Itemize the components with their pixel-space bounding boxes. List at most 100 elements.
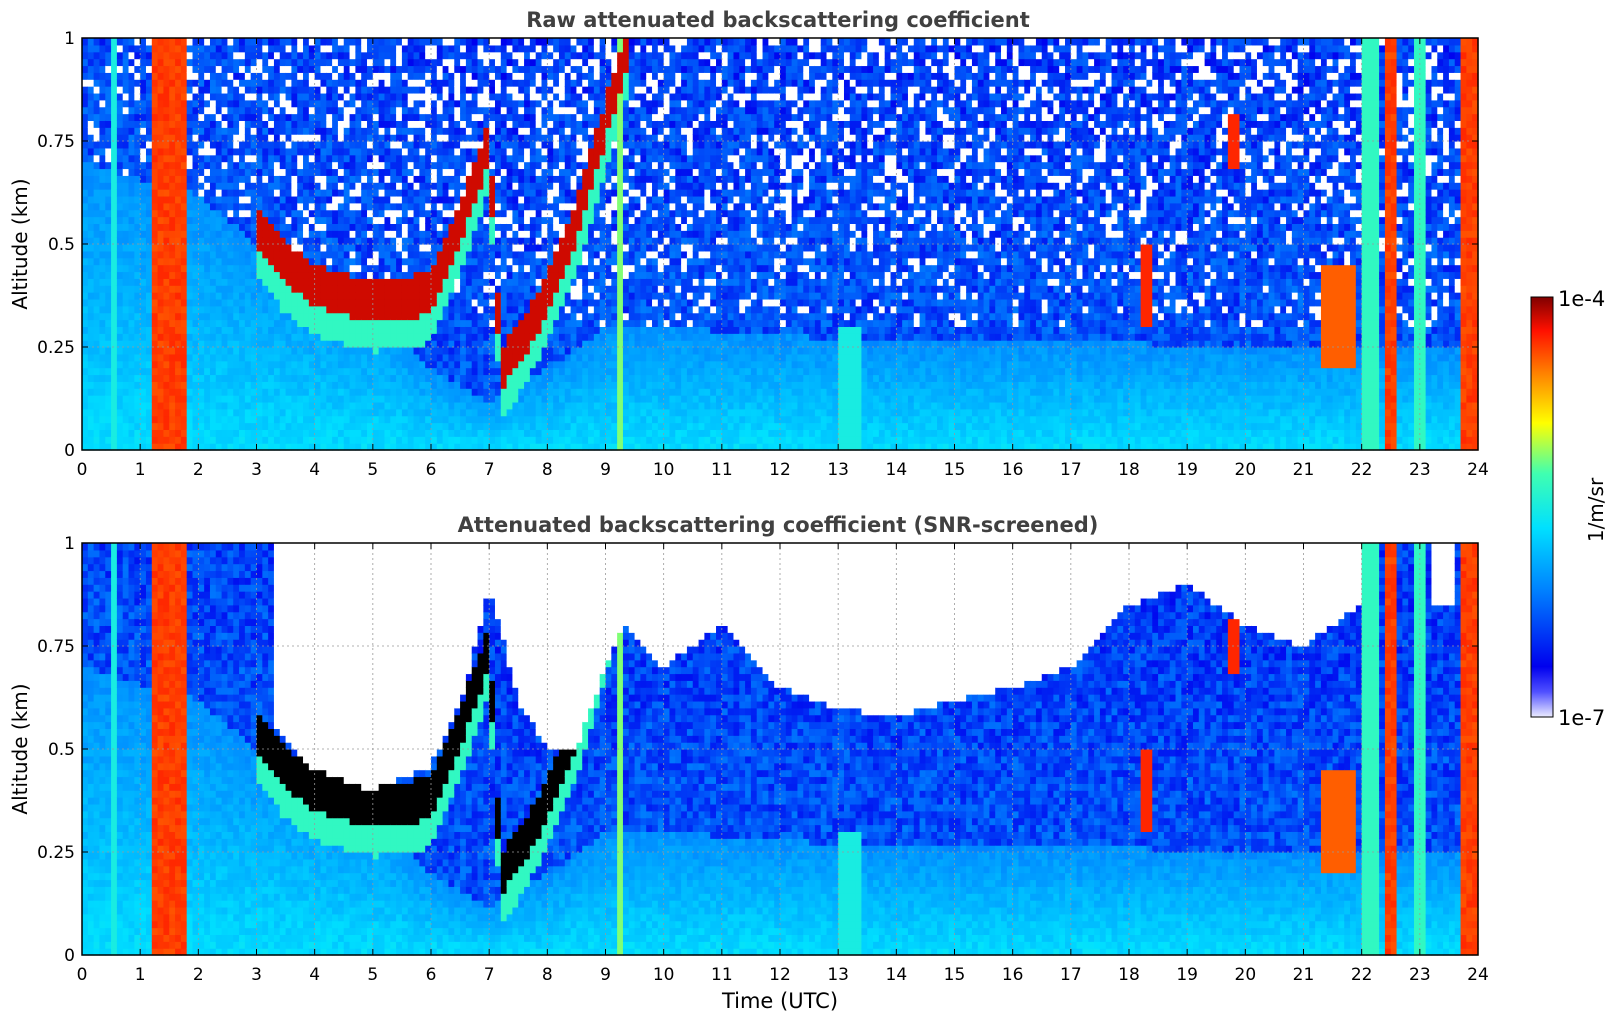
heatmap-cell xyxy=(297,244,303,251)
heatmap-cell xyxy=(419,244,425,251)
heatmap-cell xyxy=(408,38,414,45)
heatmap-cell xyxy=(437,148,443,155)
heatmap-cell xyxy=(495,402,501,409)
heatmap-cell xyxy=(129,79,135,86)
heatmap-cell xyxy=(291,141,297,148)
heatmap-cell xyxy=(239,354,245,361)
heatmap-cell xyxy=(373,72,379,79)
heatmap-cell xyxy=(350,86,356,93)
heatmap-cell xyxy=(274,148,280,155)
heatmap-cell xyxy=(338,416,344,423)
heatmap-cell xyxy=(478,38,484,45)
heatmap-cell xyxy=(227,203,233,210)
heatmap-cell xyxy=(257,120,263,127)
heatmap-cell xyxy=(227,182,233,189)
heatmap-cell xyxy=(355,271,361,278)
heatmap-cell xyxy=(129,340,135,347)
heatmap-cell xyxy=(99,162,105,169)
heatmap-cell xyxy=(198,361,204,368)
heatmap-cell xyxy=(227,299,233,306)
heatmap-cell xyxy=(414,381,420,388)
heatmap-cell xyxy=(443,141,449,148)
heatmap-cell xyxy=(518,381,524,388)
heatmap-cell xyxy=(320,388,326,395)
heatmap-cell xyxy=(303,72,309,79)
heatmap-cell xyxy=(117,72,123,79)
heatmap-cell xyxy=(227,306,233,313)
heatmap-cell xyxy=(123,354,129,361)
heatmap-cell xyxy=(140,237,146,244)
heatmap-cell xyxy=(443,86,449,93)
heatmap-cell xyxy=(239,203,245,210)
heatmap-cell xyxy=(437,162,443,169)
heatmap-cell xyxy=(198,127,204,134)
heatmap-cell xyxy=(210,347,216,354)
heatmap-cell xyxy=(280,271,286,278)
heatmap-cell xyxy=(396,388,402,395)
heatmap-cell xyxy=(448,100,454,107)
heatmap-cell xyxy=(466,189,472,196)
heatmap-cell xyxy=(414,189,420,196)
heatmap-cell xyxy=(198,230,204,237)
heatmap-cell xyxy=(268,72,274,79)
heatmap-cell xyxy=(222,217,228,224)
heatmap-cell xyxy=(99,175,105,182)
heatmap-cell xyxy=(414,120,420,127)
heatmap-cell xyxy=(507,38,513,45)
heatmap-cell xyxy=(297,196,303,203)
heatmap-cell xyxy=(373,203,379,210)
heatmap-cell xyxy=(437,368,443,375)
heatmap-cell xyxy=(82,107,88,114)
heatmap-cell xyxy=(239,189,245,196)
heatmap-cell xyxy=(507,120,513,127)
heatmap-cell xyxy=(472,182,478,189)
heatmap-cell xyxy=(384,223,390,230)
heatmap-cell xyxy=(280,148,286,155)
heatmap-cell xyxy=(408,168,414,175)
heatmap-cell xyxy=(466,388,472,395)
heatmap-cell xyxy=(419,223,425,230)
heatmap-cell xyxy=(227,223,233,230)
heatmap-cell xyxy=(419,285,425,292)
heatmap-cell xyxy=(495,320,501,327)
heatmap-cell xyxy=(350,292,356,299)
heatmap-cell xyxy=(274,86,280,93)
heatmap-cell xyxy=(268,217,274,224)
heatmap-cell xyxy=(367,271,373,278)
heatmap-cell xyxy=(94,223,100,230)
heatmap-cell xyxy=(140,217,146,224)
heatmap-cell xyxy=(274,196,280,203)
heatmap-cell xyxy=(332,230,338,237)
heatmap-cell xyxy=(169,203,175,210)
heatmap-cell xyxy=(129,395,135,402)
heatmap-cell xyxy=(88,182,94,189)
heatmap-cell xyxy=(344,79,350,86)
heatmap-cell xyxy=(320,381,326,388)
heatmap-cell xyxy=(152,141,158,148)
heatmap-cell xyxy=(111,285,117,292)
heatmap-cell xyxy=(320,313,326,320)
heatmap-cell xyxy=(169,72,175,79)
heatmap-cell xyxy=(454,79,460,86)
heatmap-cell xyxy=(361,347,367,354)
heatmap-cell xyxy=(262,368,268,375)
heatmap-cell xyxy=(361,100,367,107)
heatmap-cell xyxy=(146,175,152,182)
heatmap-cell xyxy=(169,162,175,169)
heatmap-cell xyxy=(268,423,274,430)
heatmap-cell xyxy=(315,423,321,430)
heatmap-cell xyxy=(460,347,466,354)
heatmap-cell xyxy=(361,162,367,169)
heatmap-cell xyxy=(245,168,251,175)
heatmap-cell xyxy=(123,203,129,210)
heatmap-cell xyxy=(431,100,437,107)
heatmap-cell xyxy=(274,189,280,196)
heatmap-cell xyxy=(297,429,303,436)
heatmap-cell xyxy=(99,52,105,59)
heatmap-cell xyxy=(94,65,100,72)
heatmap-cell xyxy=(408,313,414,320)
heatmap-cell xyxy=(460,306,466,313)
heatmap-cell xyxy=(512,120,518,127)
heatmap-cell xyxy=(489,251,495,258)
heatmap-cell xyxy=(384,141,390,148)
